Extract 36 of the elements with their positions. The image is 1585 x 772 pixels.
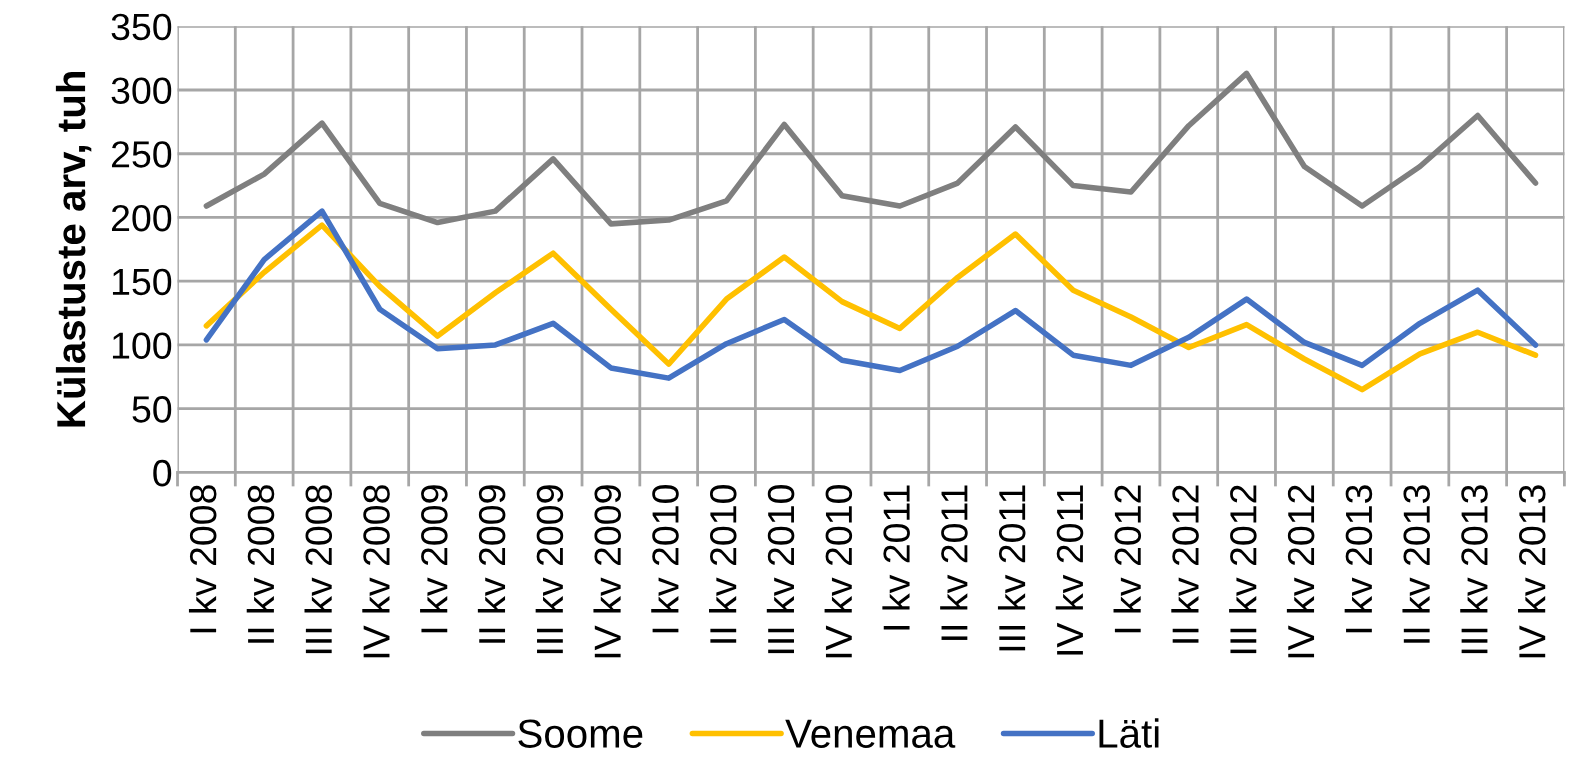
y-tick-label: 350 [111, 13, 172, 41]
y-tick-label: 150 [112, 268, 172, 296]
y-tick-label: 250 [111, 141, 172, 168]
x-tick-label: II kv 2009 [477, 485, 506, 643]
x-tick-label: II kv 2010 [709, 485, 737, 643]
x-tick-label: I kv 2009 [420, 485, 448, 633]
x-tick-label: II kv 2008 [246, 485, 275, 643]
x-tick-label: IV kv 2010 [824, 485, 853, 658]
x-tick-label: I kv 2013 [1344, 485, 1373, 633]
legend-label: Venemaa [785, 719, 956, 748]
y-tick-label: 50 [132, 396, 172, 423]
x-tick-label: I kv 2008 [188, 485, 217, 633]
x-tick-label: II kv 2012 [1171, 485, 1199, 643]
y-tick-label: 300 [111, 77, 172, 104]
x-tick-label: I kv 2012 [1113, 485, 1142, 633]
legend-label: Läti [1099, 718, 1159, 748]
x-tick-label: III kv 2008 [304, 485, 333, 654]
x-tick-label: IV kv 2011 [1055, 485, 1084, 655]
x-tick-label: III kv 2010 [766, 485, 795, 654]
x-tick-label: IV kv 2012 [1286, 485, 1315, 658]
x-tick-label: IV kv 2008 [362, 485, 390, 658]
x-tick-label: IV kv 2013 [1518, 485, 1546, 658]
x-tick-label: IV kv 2009 [593, 485, 621, 658]
x-tick-label: II kv 2013 [1402, 485, 1430, 643]
y-tick-label: 200 [111, 204, 172, 232]
x-tick-label: III kv 2013 [1460, 485, 1488, 654]
y-tick-label: 100 [112, 332, 172, 359]
y-axis-title: Külastuste arv, tuh [55, 72, 92, 427]
legend-label: Soome [518, 719, 643, 748]
x-tick-label: I kv 2011 [882, 485, 910, 630]
x-tick-label: I kv 2010 [651, 485, 679, 633]
x-tick-label: III kv 2009 [535, 485, 564, 654]
x-tick-label: III kv 2011 [997, 485, 1026, 651]
x-tick-label: III kv 2012 [1229, 485, 1257, 654]
x-tick-label: II kv 2011 [940, 485, 968, 640]
y-tick-label: 0 [153, 459, 172, 487]
